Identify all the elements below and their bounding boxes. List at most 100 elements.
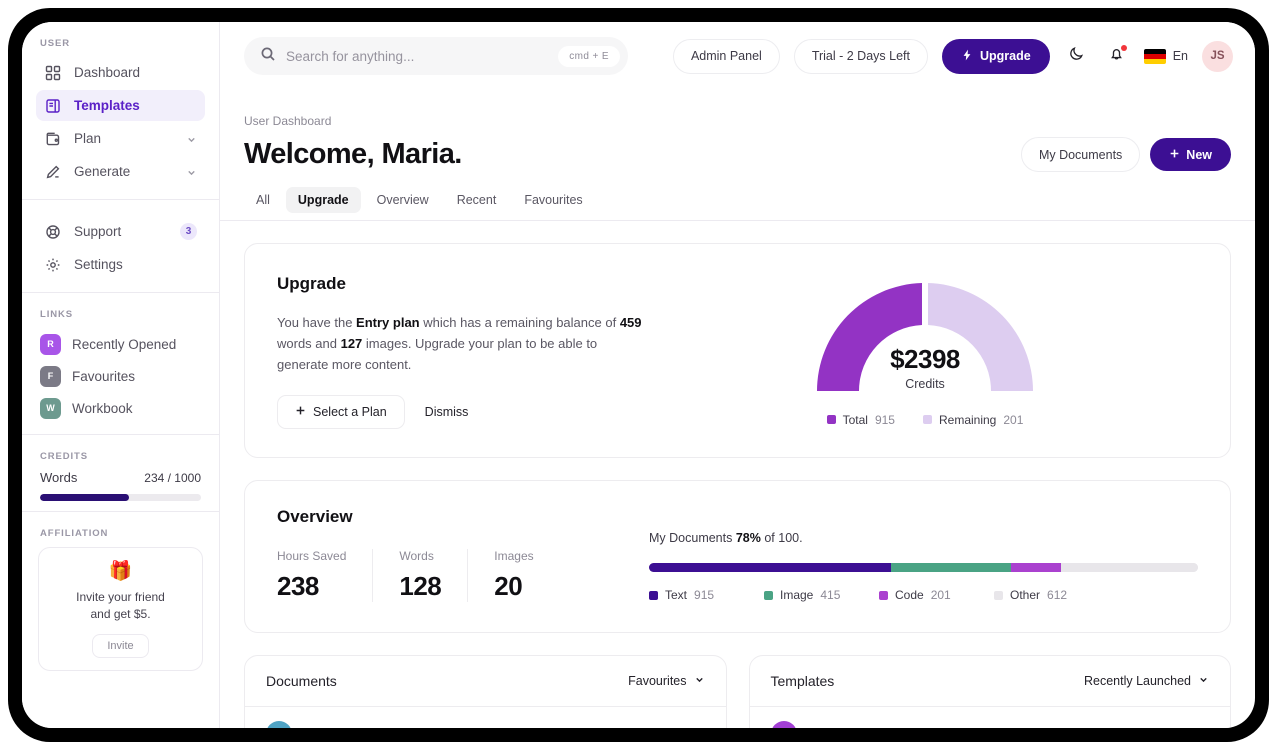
sidebar-credits-group: CREDITS Words 234 / 1000 bbox=[36, 435, 205, 511]
sidebar: USER Dashboard Templates bbox=[22, 22, 220, 728]
sidebar-item-settings[interactable]: Settings bbox=[36, 249, 205, 280]
stat-label: Words bbox=[399, 549, 434, 564]
gauge-legend: Total 915 Remaining 201 bbox=[826, 412, 1023, 427]
upgrade-text-1: You have the bbox=[277, 315, 357, 330]
sidebar-item-label: Dashboard bbox=[74, 65, 141, 80]
divider bbox=[22, 199, 219, 200]
search-input[interactable]: Search for anything... cmd + E bbox=[244, 37, 628, 75]
upgrade-card-body: You have the Entry plan which has a rema… bbox=[277, 312, 652, 375]
gauge-center-text: $2398 Credits bbox=[811, 344, 1039, 391]
stacked-bar bbox=[649, 563, 1198, 573]
gift-icon: 🎁 bbox=[108, 561, 133, 582]
sidebar-link-label: Recently Opened bbox=[72, 336, 177, 352]
legend-item-remaining: Remaining 201 bbox=[922, 412, 1023, 427]
admin-panel-button[interactable]: Admin Panel bbox=[672, 38, 780, 74]
avatar[interactable]: JS bbox=[1202, 40, 1233, 72]
sidebar-item-templates[interactable]: Templates bbox=[36, 90, 205, 121]
upgrade-button[interactable]: Upgrade bbox=[942, 38, 1050, 74]
notifications-button[interactable] bbox=[1104, 43, 1130, 69]
credits-progress-fill bbox=[40, 494, 129, 501]
select-a-plan-button[interactable]: Select a Plan bbox=[277, 395, 405, 430]
stacked-bar-legend: Text 915 Image 415 Code 201 bbox=[649, 588, 1198, 602]
divider bbox=[22, 511, 219, 512]
tab-bar: All Upgrade Overview Recent Favourites bbox=[244, 187, 1231, 220]
affiliation-line-2: and get $5. bbox=[90, 607, 151, 622]
gauge-segment-total bbox=[817, 282, 922, 391]
tab-all[interactable]: All bbox=[256, 193, 270, 207]
chevron-down-icon bbox=[1198, 674, 1209, 688]
sidebar-link-favourites[interactable]: F Favourites bbox=[36, 360, 205, 392]
upgrade-card: Upgrade You have the Entry plan which ha… bbox=[244, 243, 1231, 459]
legend-value: 415 bbox=[820, 588, 841, 603]
sidebar-item-label: Settings bbox=[74, 257, 123, 272]
flag-de-icon bbox=[1143, 48, 1166, 64]
moon-icon bbox=[1068, 45, 1085, 67]
legend-item-other: Other 612 bbox=[994, 588, 1109, 602]
tab-upgrade[interactable]: Upgrade bbox=[285, 187, 361, 213]
legend-value: 915 bbox=[874, 412, 895, 427]
tab-favourites[interactable]: Favourites bbox=[524, 193, 583, 207]
gauge-arc: $2398 Credits bbox=[811, 277, 1039, 397]
documents-filter-dropdown[interactable]: Favourites bbox=[628, 674, 704, 688]
chevron-down-icon bbox=[186, 133, 197, 144]
sidebar-link-workbook[interactable]: W Workbook bbox=[36, 392, 205, 424]
sidebar-item-label: Generate bbox=[74, 164, 131, 179]
gauge-value: $2398 bbox=[890, 343, 960, 374]
sidebar-item-support[interactable]: Support 3 bbox=[36, 216, 205, 247]
invite-button[interactable]: Invite bbox=[92, 633, 149, 658]
list-item[interactable]: Blog Post Title in Workbook bbox=[750, 707, 1231, 728]
legend-label: Image bbox=[780, 588, 814, 603]
sidebar-section-links: LINKS bbox=[40, 309, 73, 320]
dark-mode-toggle[interactable] bbox=[1064, 43, 1090, 69]
upgrade-card-left: Upgrade You have the Entry plan which ha… bbox=[277, 274, 652, 430]
lightning-icon bbox=[961, 49, 973, 64]
usage-caption-2: of 100. bbox=[760, 531, 803, 546]
usage-caption: My Documents 78% of 100. bbox=[649, 531, 1198, 545]
sidebar-item-generate[interactable]: Generate bbox=[36, 156, 205, 187]
legend-swatch bbox=[764, 590, 773, 600]
upgrade-text-2: which has a remaining balance of bbox=[419, 315, 620, 330]
sidebar-item-label: Support bbox=[74, 224, 122, 239]
new-button[interactable]: New bbox=[1150, 138, 1231, 171]
trial-status-pill[interactable]: Trial - 2 Days Left bbox=[793, 38, 928, 74]
documents-card-header: Documents Favourites bbox=[245, 656, 726, 708]
bottom-cards: Documents Favourites Untitled Document i… bbox=[244, 655, 1231, 728]
stat-value: 20 bbox=[494, 571, 523, 602]
templates-filter-label: Recently Launched bbox=[1083, 674, 1191, 689]
new-button-label: New bbox=[1186, 147, 1212, 162]
pen-icon bbox=[44, 163, 62, 181]
overview-heading: Overview bbox=[277, 507, 353, 527]
list-item[interactable]: Untitled Document in Workbook bbox=[245, 707, 726, 728]
sidebar-item-plan[interactable]: Plan bbox=[36, 123, 205, 154]
legend-item-image: Image 415 bbox=[764, 588, 879, 602]
stat-images: Images 20 bbox=[494, 549, 559, 602]
sidebar-item-dashboard[interactable]: Dashboard bbox=[36, 57, 205, 88]
templates-filter-dropdown[interactable]: Recently Launched bbox=[1084, 674, 1209, 688]
lifebuoy-icon bbox=[44, 223, 62, 241]
sidebar-link-recently-opened[interactable]: R Recently Opened bbox=[36, 328, 205, 360]
sidebar-section-credits: CREDITS bbox=[40, 451, 88, 462]
search-icon bbox=[260, 46, 276, 67]
gauge-svg bbox=[817, 282, 1033, 391]
tab-recent[interactable]: Recent bbox=[456, 193, 497, 207]
legend-label: Remaining bbox=[938, 412, 997, 427]
dismiss-button[interactable]: Dismiss bbox=[417, 396, 477, 428]
document-avatar bbox=[266, 721, 292, 728]
link-key-badge: W bbox=[40, 397, 61, 419]
legend-value: 915 bbox=[694, 588, 715, 603]
tab-overview[interactable]: Overview bbox=[376, 193, 429, 207]
legend-item-code: Code 201 bbox=[879, 588, 994, 602]
content-area: Upgrade You have the Entry plan which ha… bbox=[220, 221, 1255, 728]
credits-name: Words bbox=[40, 470, 78, 485]
plus-icon bbox=[295, 405, 306, 419]
sidebar-affiliation-group: AFFILIATION 🎁 Invite your friend and get… bbox=[36, 512, 205, 681]
sidebar-links-group: LINKS R Recently Opened F Favourites W W… bbox=[36, 293, 205, 434]
stacked-bar-segment-code bbox=[1011, 563, 1061, 573]
legend-swatch bbox=[826, 415, 836, 425]
templates-card-title: Templates bbox=[770, 673, 835, 690]
upgrade-card-heading: Upgrade bbox=[277, 274, 346, 293]
language-selector[interactable]: En bbox=[1143, 43, 1188, 69]
legend-swatch bbox=[649, 590, 658, 600]
usage-percent: 78% bbox=[735, 531, 761, 546]
my-documents-button[interactable]: My Documents bbox=[1020, 137, 1141, 172]
